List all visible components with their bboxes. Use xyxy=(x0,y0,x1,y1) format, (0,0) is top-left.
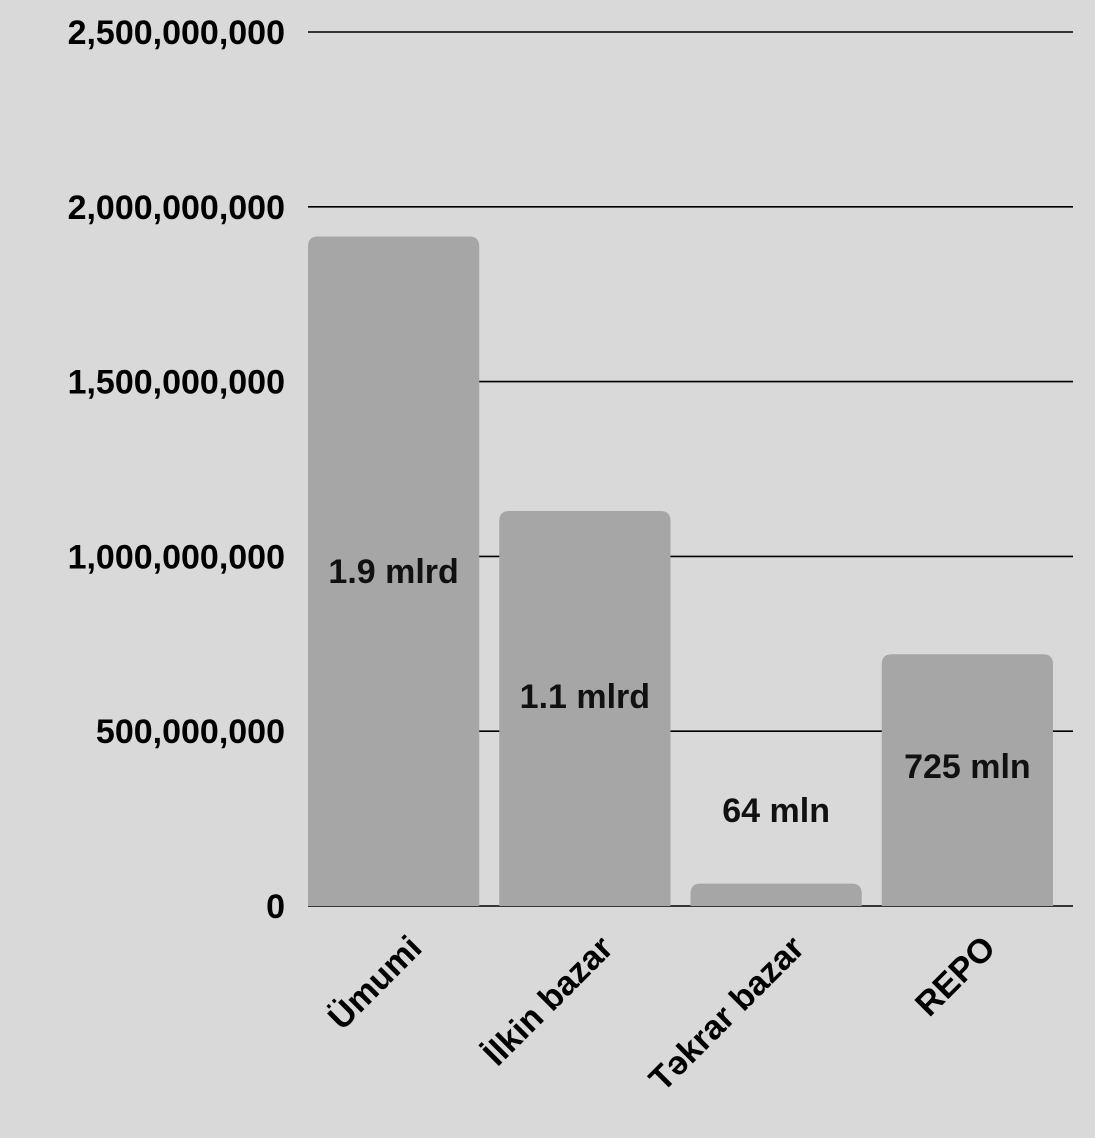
y-tick-label: 1,000,000,000 xyxy=(68,538,285,576)
data-label: 64 mln xyxy=(722,792,830,830)
bar-repo xyxy=(881,654,1053,906)
y-tick-label: 2,000,000,000 xyxy=(68,189,285,227)
y-tick-label: 500,000,000 xyxy=(96,713,285,751)
y-axis-tick-labels: 0 500,000,000 1,000,000,000 1,500,000,000 2,… xyxy=(68,14,285,926)
data-label: 1.9 mlrd xyxy=(328,553,458,591)
bar-t-krar-bazar xyxy=(690,883,862,906)
bars xyxy=(308,236,1053,907)
bar-ilkin-bazar xyxy=(499,510,671,906)
bar-umumi xyxy=(308,236,480,907)
y-tick-label: 0 xyxy=(266,888,285,926)
y-tick-label: 2,500,000,000 xyxy=(68,14,285,52)
data-label: 1.1 mlrd xyxy=(520,678,650,716)
data-labels: 1.9 mlrd 1.1 mlrd 64 mln 725 mln xyxy=(328,553,1030,830)
data-label: 725 mln xyxy=(904,748,1031,786)
y-tick-label: 1,500,000,000 xyxy=(68,364,285,402)
